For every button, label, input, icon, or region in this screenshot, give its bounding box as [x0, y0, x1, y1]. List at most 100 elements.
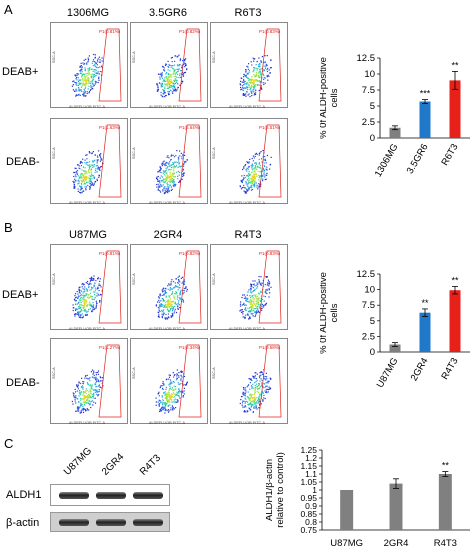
- column-label-r4t3: R4T3: [234, 229, 262, 241]
- western-blot-lane-labels: U87MG 2GR4 R4T3: [50, 440, 175, 484]
- gate-label: P1(9.68%): [259, 345, 281, 350]
- x-axis-label: ALDEFLUOR FITC-A: [229, 201, 266, 205]
- y-axis-label: cells: [329, 303, 340, 322]
- bar: [419, 101, 431, 138]
- x-axis-label: ALDEFLUOR FITC-A: [69, 327, 106, 331]
- y-axis-label: SSC-A: [212, 367, 216, 379]
- bar: [449, 290, 461, 352]
- y-tick-label: 12.5: [357, 53, 376, 64]
- y-axis-label: relative to control): [275, 452, 286, 528]
- y-tick-label: 2.5: [362, 117, 375, 128]
- y-axis-label: SSC-A: [52, 147, 56, 159]
- bar: [419, 312, 431, 352]
- flow-plot: P1(0.81%) ALDEFLUOR FITC-A SSC-A: [50, 22, 128, 109]
- flow-plot: P1(8.51%) ALDEFLUOR FITC-A SSC-A: [210, 118, 288, 205]
- y-tick-label: 0.75: [300, 525, 317, 535]
- blot-band: [59, 519, 89, 526]
- y-tick-label: 0.95: [300, 493, 317, 503]
- y-tick-label: 5: [370, 316, 375, 327]
- bar: [340, 490, 354, 530]
- bar: [389, 344, 401, 352]
- western-blot-beta-actin: [50, 512, 170, 532]
- y-tick-label: 2.5: [362, 331, 375, 342]
- x-axis-label: ALDEFLUOR FITC-A: [149, 327, 186, 331]
- column-label-r6t3: R6T3: [234, 7, 262, 19]
- blot-band: [133, 492, 163, 499]
- bar: [449, 80, 461, 138]
- category-label: R6T3: [439, 142, 460, 168]
- y-tick-label: 5: [370, 101, 375, 112]
- y-axis-label: SSC-A: [132, 367, 136, 379]
- flow-plot: P1(0.83%) ALDEFLUOR FITC-A SSC-A: [210, 22, 288, 109]
- column-label-3-5gr6: 3.5GR6: [149, 7, 187, 19]
- flow-plot: P1(1.27%) ALDEFLUOR FITC-A SSC-A: [50, 338, 128, 425]
- significance-label: **: [442, 461, 450, 471]
- row-label-deab-plus: DEAB+: [2, 66, 39, 78]
- x-axis-label: ALDEFLUOR FITC-A: [229, 421, 266, 425]
- y-tick-label: 0.8: [305, 517, 317, 527]
- row-label-deab-minus: DEAB-: [6, 377, 40, 389]
- y-tick-label: 1.1: [305, 469, 317, 479]
- panel-letter-c: C: [4, 436, 14, 451]
- y-axis-label: SSC-A: [132, 51, 136, 63]
- y-tick-label: 7.5: [362, 85, 375, 96]
- blot-band: [133, 519, 163, 526]
- panel-letter-b: B: [4, 220, 13, 235]
- y-tick-label: 0: [370, 347, 375, 358]
- lane-label-2gr4: 2GR4: [100, 451, 127, 478]
- category-label: U87MG: [330, 538, 363, 548]
- category-label: R4T3: [439, 356, 460, 382]
- gate-label: P1(1.63%): [99, 125, 121, 130]
- gate-label: P1(0.81%): [99, 29, 121, 34]
- flow-plot: P1(9.68%) ALDEFLUOR FITC-A SSC-A: [210, 338, 288, 425]
- y-axis-label: SSC-A: [212, 147, 216, 159]
- y-axis-label: SSC-A: [212, 273, 216, 285]
- y-tick-label: 10: [364, 69, 375, 80]
- y-axis-label: % 0f ALDH-positive: [320, 272, 329, 354]
- y-tick-label: 7.5: [362, 300, 375, 311]
- flow-plot: P1(5.64%) ALDEFLUOR FITC-A SSC-A: [130, 118, 208, 205]
- category-label: 3.5GR6: [405, 142, 431, 176]
- y-axis-label: SSC-A: [52, 367, 56, 379]
- gate-label: P1(5.64%): [179, 125, 201, 130]
- flow-plot: P1(0.83%) ALDEFLUOR FITC-A SSC-A: [210, 244, 288, 331]
- y-tick-label: 0.85: [300, 509, 317, 519]
- y-axis-label: SSC-A: [132, 147, 136, 159]
- gate-label: P1(1.27%): [99, 345, 121, 350]
- category-label: 2GR4: [409, 356, 431, 383]
- y-axis-label: cells: [329, 88, 340, 107]
- gate-label: P1(0.83%): [259, 29, 281, 34]
- significance-label: ***: [420, 89, 431, 99]
- significance-label: **: [421, 298, 429, 308]
- y-tick-label: 10: [364, 285, 375, 296]
- row-label-deab-plus: DEAB+: [2, 289, 39, 301]
- y-axis-label: SSC-A: [52, 273, 56, 285]
- x-axis-label: ALDEFLUOR FITC-A: [69, 421, 106, 425]
- x-axis-label: ALDEFLUOR FITC-A: [229, 327, 266, 331]
- x-axis-label: ALDEFLUOR FITC-A: [229, 105, 266, 109]
- gate-label: P1(8.51%): [259, 125, 281, 130]
- y-tick-label: 1: [312, 485, 317, 495]
- significance-label: **: [451, 60, 459, 70]
- flow-plot: P1(0.82%) ALDEFLUOR FITC-A SSC-A: [130, 244, 208, 331]
- flow-plot: P1(6.34%) ALDEFLUOR FITC-A SSC-A: [130, 338, 208, 425]
- blot-band: [96, 519, 126, 526]
- gate-label: P1(6.34%): [179, 345, 201, 350]
- y-axis-label: SSC-A: [212, 51, 216, 63]
- gate-label: P1(0.82%): [179, 251, 201, 256]
- x-axis-label: ALDEFLUOR FITC-A: [149, 421, 186, 425]
- bar: [389, 127, 401, 138]
- flow-plot: P1(1.63%) ALDEFLUOR FITC-A SSC-A: [50, 118, 128, 205]
- x-axis-label: ALDEFLUOR FITC-A: [149, 105, 186, 109]
- x-axis-label: ALDEFLUOR FITC-A: [69, 105, 106, 109]
- flow-plot: P1(0.82%) ALDEFLUOR FITC-A SSC-A: [130, 22, 208, 109]
- y-tick-label: 0: [370, 133, 375, 144]
- panel-letter-a: A: [4, 2, 13, 17]
- flow-plot: P1(0.81%) ALDEFLUOR FITC-A SSC-A: [50, 244, 128, 331]
- column-label-1306mg: 1306MG: [66, 7, 110, 19]
- lane-label-u87mg: U87MG: [62, 445, 95, 478]
- category-label: U87MG: [375, 356, 401, 390]
- y-tick-label: 1.2: [305, 453, 317, 463]
